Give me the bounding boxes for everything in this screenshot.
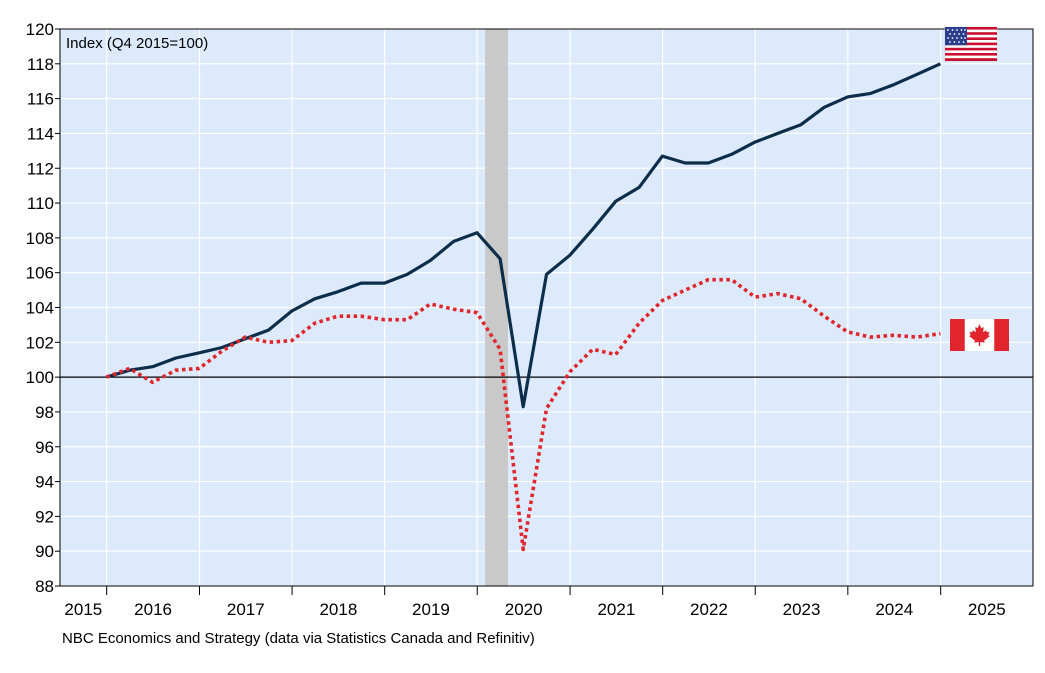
y-tick-label: 120 (26, 20, 54, 39)
x-tick-label: 2024 (875, 600, 913, 619)
x-tick-label: 2016 (134, 600, 172, 619)
y-tick-label: 92 (35, 507, 54, 526)
y-tick-label: 98 (35, 403, 54, 422)
x-tick-label: 2025 (968, 600, 1006, 619)
y-tick-label: 118 (27, 55, 54, 74)
y-tick-label: 110 (27, 194, 54, 213)
y-tick-label: 116 (27, 90, 54, 109)
x-tick-label: 2021 (597, 600, 635, 619)
x-tick-label: 2022 (690, 600, 728, 619)
x-tick-label: 2023 (783, 600, 821, 619)
y-tick-label: 102 (26, 333, 54, 352)
recession-shade (485, 29, 508, 586)
canada-series-line (105, 277, 941, 552)
y-tick-label: 94 (35, 473, 54, 492)
y-tick-label: 112 (27, 159, 54, 178)
y-tick-label: 88 (35, 577, 54, 596)
canada-flag-icon (950, 319, 1009, 351)
x-tick-label: 2020 (505, 600, 543, 619)
y-tick-label: 100 (26, 368, 54, 387)
x-tick-label: 2017 (227, 600, 265, 619)
y-axis: 88 90 92 94 96 98 100 102 104 106 108 110 112 114 116 1… (26, 20, 60, 596)
y-tick-label: 104 (26, 299, 54, 318)
y-tick-label: 108 (26, 229, 54, 248)
y-tick-label: 114 (27, 124, 54, 143)
y-tick-label: 106 (26, 264, 54, 283)
index-annotation: Index (Q4 2015=100) (66, 35, 208, 52)
x-axis: 2015 2016 2017 2018 2019 2020 2021 2022 2023 2024… (64, 586, 1006, 619)
us-flag-icon (944, 26, 998, 62)
x-tick-label: 2019 (412, 600, 450, 619)
x-tick-label: 2015 (64, 600, 102, 619)
series (105, 62, 942, 552)
y-tick-label: 96 (35, 438, 54, 457)
source-note: NBC Economics and Strategy (data via Sta… (62, 630, 535, 647)
y-tick-label: 90 (35, 542, 54, 561)
recession-band (485, 29, 508, 586)
x-tick-label: 2018 (319, 600, 357, 619)
